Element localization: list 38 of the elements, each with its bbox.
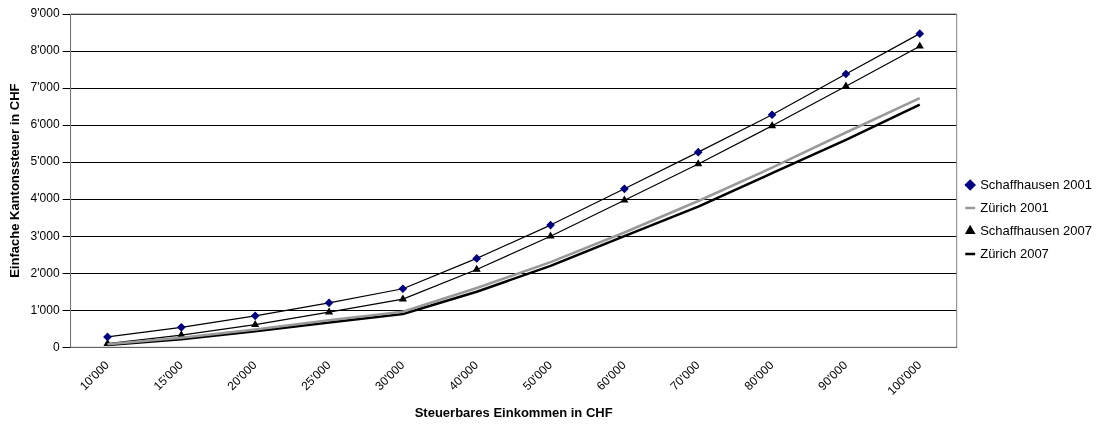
point: [251, 320, 259, 328]
y-tick-label: 5'000: [30, 154, 60, 169]
y-tick-label: 7'000: [30, 80, 60, 95]
point: [546, 220, 555, 230]
point: [251, 311, 260, 320]
point: [473, 265, 481, 272]
y-tick-label: 2'000: [30, 265, 60, 280]
point: [398, 284, 407, 293]
y-tick-label: 3'000: [30, 228, 60, 243]
point: [768, 121, 776, 129]
legend-label: Schaffhausen 2001: [980, 176, 1093, 192]
point: [842, 82, 850, 89]
x-axis-title: Steuerbares Einkommen in CHF: [414, 404, 613, 420]
legend-label: Schaffhausen 2007: [980, 222, 1093, 238]
point: [841, 69, 851, 79]
y-tick-label: 8'000: [30, 43, 60, 58]
y-tick-label: 9'000: [30, 6, 60, 21]
point: [177, 323, 186, 332]
y-tick-label: 4'000: [30, 191, 60, 206]
legend-label: Zürich 2001: [980, 199, 1049, 215]
point: [324, 298, 334, 307]
point: [694, 148, 703, 157]
point: [767, 110, 777, 119]
point: [694, 159, 702, 167]
legend-label: Zürich 2007: [980, 245, 1049, 261]
y-tick-label: 1'000: [30, 302, 60, 317]
point: [103, 332, 112, 342]
point: [620, 184, 629, 193]
point: [472, 254, 481, 263]
y-axis-title: Einfache Kantonssteuer in CHF: [7, 83, 23, 278]
y-tick-label: 6'000: [30, 117, 60, 132]
point: [546, 232, 555, 239]
point: [325, 308, 333, 315]
point: [399, 295, 407, 302]
point: [915, 29, 924, 38]
y-tick-label: 0: [52, 339, 60, 354]
point: [916, 42, 924, 49]
point: [620, 196, 629, 203]
